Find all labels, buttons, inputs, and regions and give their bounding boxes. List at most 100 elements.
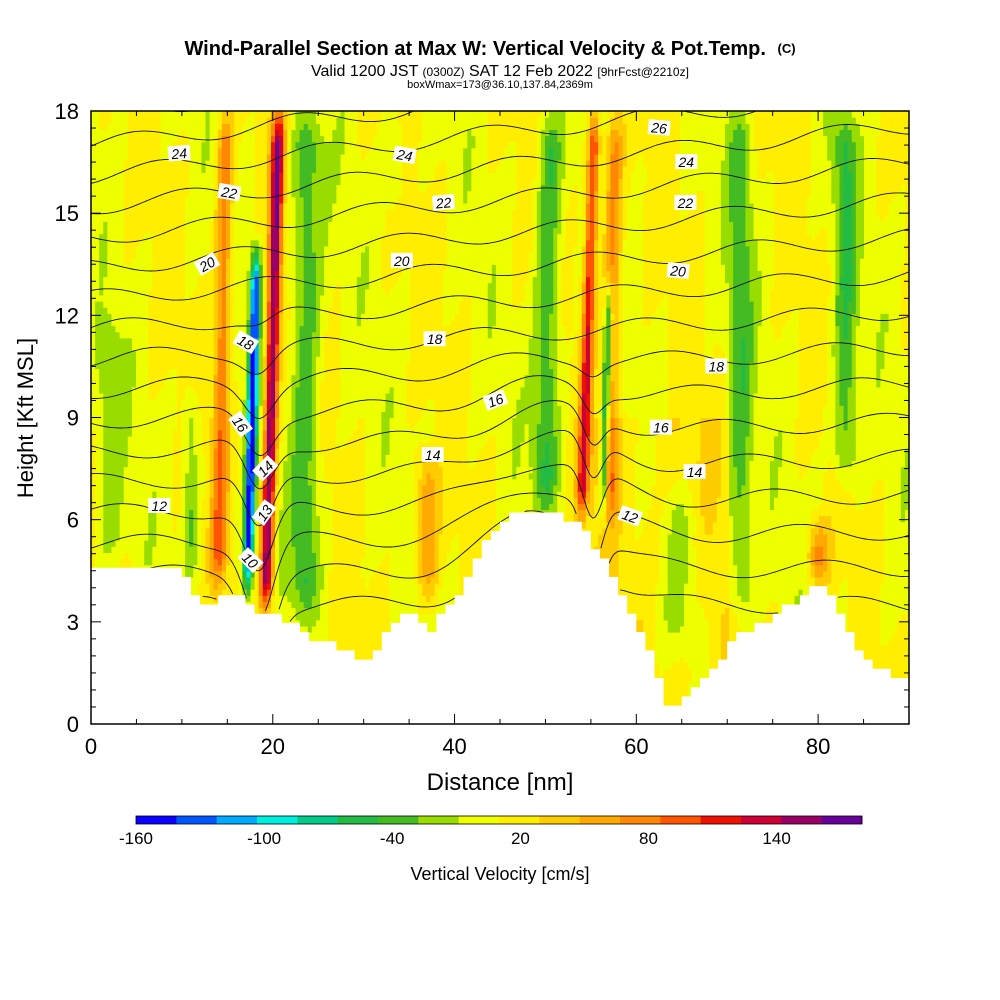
- velocity-cell: [205, 374, 211, 382]
- velocity-cell: [279, 245, 284, 253]
- velocity-cell: [164, 166, 170, 173]
- velocity-cell: [156, 442, 162, 449]
- velocity-cell: [213, 209, 219, 216]
- velocity-cell: [217, 282, 223, 290]
- velocity-cell: [213, 221, 219, 229]
- velocity-cell: [250, 251, 256, 259]
- velocity-cell: [262, 442, 268, 449]
- velocity-cell: [213, 460, 219, 468]
- velocity-cell: [95, 546, 100, 553]
- velocity-cell: [189, 576, 194, 584]
- velocity-cell: [201, 343, 207, 351]
- velocity-cell: [250, 435, 256, 443]
- velocity-cell: [254, 589, 260, 596]
- velocity-cell: [115, 558, 121, 566]
- velocity-cell: [99, 491, 104, 498]
- velocity-cell: [148, 251, 153, 259]
- velocity-cell: [103, 503, 108, 511]
- velocity-cell: [95, 380, 100, 388]
- velocity-cell: [131, 123, 137, 130]
- velocity-cell: [148, 239, 153, 247]
- velocity-cell: [123, 356, 129, 363]
- velocity-cell: [119, 405, 125, 412]
- velocity-cell: [189, 503, 194, 511]
- velocity-cell: [140, 196, 145, 204]
- velocity-cell: [217, 331, 223, 339]
- velocity-cell: [156, 472, 162, 480]
- velocity-cell: [275, 270, 280, 278]
- velocity-cell: [119, 111, 125, 118]
- velocity-cell: [176, 239, 182, 247]
- velocity-cell: [279, 411, 284, 419]
- velocity-cell: [115, 172, 121, 180]
- velocity-cell: [180, 331, 186, 339]
- velocity-cell: [135, 552, 141, 560]
- velocity-cell: [262, 251, 268, 259]
- velocity-cell: [148, 313, 153, 321]
- velocity-cell: [283, 325, 288, 333]
- velocity-cell: [197, 484, 203, 492]
- velocity-cell: [193, 386, 198, 394]
- velocity-cell: [221, 221, 227, 229]
- velocity-cell: [262, 362, 268, 370]
- velocity-cell: [176, 270, 182, 278]
- velocity-cell: [193, 460, 198, 468]
- velocity-cell: [119, 301, 125, 308]
- velocity-cell: [266, 117, 272, 124]
- velocity-cell: [193, 546, 198, 553]
- velocity-cell: [287, 331, 293, 339]
- velocity-cell: [225, 135, 231, 143]
- velocity-cell: [148, 558, 153, 566]
- velocity-cell: [99, 540, 104, 547]
- velocity-cell: [193, 576, 198, 584]
- velocity-cell: [168, 301, 174, 308]
- velocity-cell: [135, 153, 141, 161]
- velocity-cell: [172, 392, 178, 400]
- velocity-cell: [99, 251, 104, 259]
- velocity-cell: [238, 172, 243, 180]
- velocity-cell: [201, 423, 207, 431]
- velocity-cell: [131, 380, 137, 388]
- velocity-cell: [209, 589, 215, 596]
- velocity-cell: [242, 172, 248, 180]
- velocity-cell: [111, 160, 117, 167]
- velocity-cell: [275, 484, 280, 492]
- velocity-cell: [270, 533, 276, 541]
- velocity-cell: [279, 111, 284, 118]
- velocity-cell: [176, 478, 182, 486]
- velocity-cell: [205, 160, 211, 167]
- velocity-cell: [201, 570, 207, 578]
- velocity-cell: [189, 356, 194, 363]
- velocity-cell: [238, 558, 243, 566]
- velocity-cell: [123, 527, 129, 535]
- velocity-cell: [127, 362, 133, 370]
- velocity-cell: [189, 178, 194, 186]
- velocity-cell: [156, 448, 162, 455]
- velocity-cell: [238, 362, 243, 370]
- velocity-cell: [127, 319, 133, 327]
- velocity-cell: [238, 448, 243, 455]
- velocity-cell: [99, 448, 104, 455]
- velocity-cell: [123, 466, 129, 474]
- velocity-cell: [246, 576, 252, 584]
- velocity-cell: [246, 570, 252, 578]
- velocity-cell: [275, 399, 280, 406]
- velocity-cell: [266, 484, 272, 492]
- velocity-cell: [127, 258, 133, 265]
- velocity-cell: [250, 325, 256, 333]
- velocity-cell: [140, 343, 145, 351]
- velocity-cell: [246, 178, 252, 186]
- velocity-cell: [197, 576, 203, 584]
- velocity-cell: [250, 405, 256, 412]
- velocity-cell: [172, 540, 178, 547]
- velocity-cell: [172, 429, 178, 437]
- velocity-cell: [111, 558, 117, 566]
- velocity-cell: [238, 583, 243, 590]
- velocity-cell: [266, 313, 272, 321]
- velocity-cell: [213, 160, 219, 167]
- velocity-cell: [140, 558, 145, 566]
- velocity-cell: [103, 196, 108, 204]
- velocity-cell: [266, 325, 272, 333]
- velocity-cell: [180, 123, 186, 130]
- velocity-cell: [225, 117, 231, 124]
